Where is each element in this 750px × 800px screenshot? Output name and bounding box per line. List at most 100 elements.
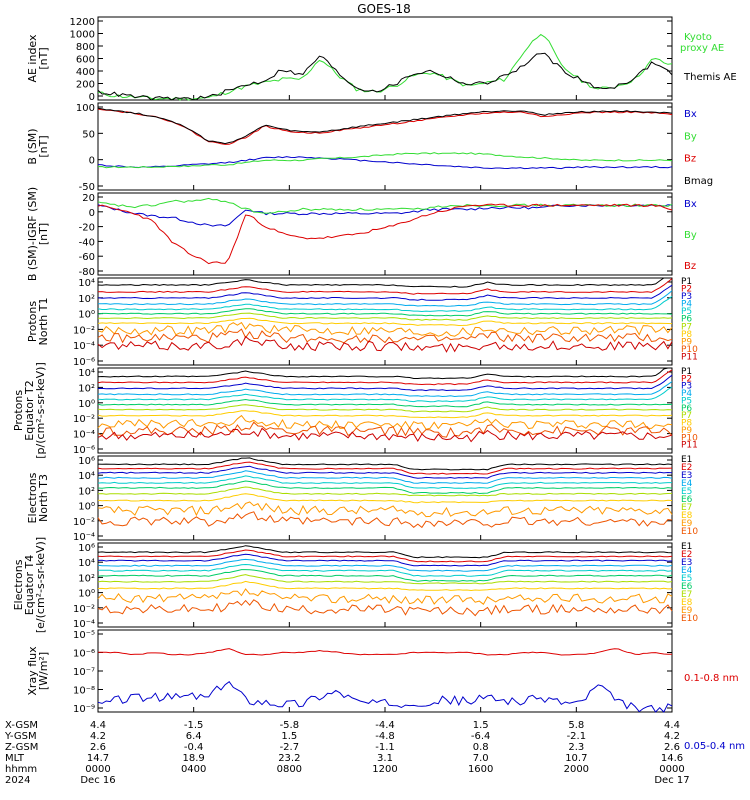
x-row-value: 2.3 [568, 742, 584, 753]
channel-line-e2 [97, 549, 673, 563]
x-row-value: -6.4 [471, 731, 491, 742]
series-line-by [97, 152, 673, 169]
x-row-value: -5.8 [280, 720, 300, 731]
y-tick-label: 10² [78, 573, 95, 584]
y-tick-label: 20 [82, 193, 95, 204]
x-row-value: 0800 [277, 764, 302, 775]
x-row-value: 4.4 [90, 720, 106, 731]
legend-p5: P5 [681, 396, 692, 406]
y-tick-label: 10⁻⁴ [73, 430, 95, 441]
y-axis-label: [nT] [37, 47, 50, 69]
channel-line-e6 [97, 480, 673, 495]
x-axis-table: X-GSM 4.4 -1.5 -5.8 -4.4 1.5 5.8 4.4 Y-GSM 4.2 6.4… [4, 720, 690, 786]
y-axis-label: Electrons [26, 472, 39, 523]
y-tick-label: 10⁻⁴ [73, 341, 95, 352]
legend-p8: P8 [681, 419, 692, 429]
y-tick-label: 10⁻⁴ [73, 619, 95, 630]
y-tick-label: 10⁰ [78, 502, 95, 513]
legend-e1: E1 [681, 455, 692, 465]
y-axis-label: Xray flux [26, 646, 39, 696]
x-row-value: Dec 16 [80, 775, 115, 786]
series-line-by [97, 197, 673, 214]
legend-e8: E8 [681, 511, 693, 521]
y-tick-label: 10⁻² [73, 604, 95, 615]
channel-line-e5 [97, 563, 673, 577]
y-tick-label: 10⁶ [78, 456, 95, 467]
panel-2: 100 50 0 -50 B (SM)[nT] Bx By Bz Bmag [26, 102, 713, 193]
legend-p11: P11 [681, 441, 698, 451]
channel-line-p7 [97, 404, 673, 413]
channel-line-p10 [97, 328, 673, 344]
y-axis-label: Protons [26, 301, 39, 342]
legend-p1: P1 [681, 277, 692, 287]
x-row-value: -1.1 [375, 742, 395, 753]
legend-p10: P10 [681, 433, 698, 443]
x-row-value: 1.5 [281, 731, 297, 742]
y-tick-label: 10⁻² [73, 414, 95, 425]
x-row-value: 0000 [85, 764, 110, 775]
series-line-kyoto-proxy-ae [97, 33, 673, 101]
x-row-label: 2024 [5, 775, 30, 786]
y-tick-label: 10⁴ [78, 368, 95, 379]
y-tick-label: -40 [79, 237, 95, 248]
channel-line-p2 [97, 369, 673, 386]
y-tick-label: 0 [89, 92, 95, 103]
y-axis-label: [nT] [37, 135, 50, 157]
y-tick-label: 10⁻⁶ [73, 357, 95, 368]
channel-line-p7 [97, 312, 673, 321]
channel-line-p4 [97, 381, 673, 398]
legend-p9: P9 [681, 426, 692, 436]
legend-e1: E1 [681, 542, 692, 552]
legend-e6: E6 [681, 582, 693, 592]
legend-kyoto-line: Kyoto [684, 32, 712, 43]
figure-title: GOES-18 [357, 2, 411, 16]
legend-e5: E5 [681, 487, 692, 497]
y-tick-label: 10⁰ [78, 399, 95, 410]
y-tick-label: -50 [79, 182, 95, 193]
y-tick-label: 10⁻⁵ [73, 630, 95, 641]
legend-bz: Bz [684, 261, 696, 272]
legend-p4: P4 [681, 389, 692, 399]
channel-line-e3 [97, 553, 673, 567]
legend-p3: P3 [681, 382, 692, 392]
y-axis-label: B (SM) [26, 128, 39, 164]
y-axis-label: Electrons [12, 559, 25, 610]
y-tick-label: 600 [76, 55, 95, 66]
channel-line-p8 [97, 317, 673, 327]
y-axis-label: [W/m²] [37, 652, 50, 690]
y-tick-label: 100 [76, 103, 95, 114]
channel-line-p9 [97, 414, 673, 430]
channel-line-e1 [97, 457, 673, 471]
x-row-label: hhmm [5, 764, 37, 775]
channel-line-e10 [97, 511, 673, 529]
y-tick-label: -60 [79, 252, 95, 263]
legend-bmag: Bmag [684, 176, 713, 187]
y-tick-label: 50 [82, 129, 95, 140]
y-axis-label: B (SM)-IGRF (SM) [26, 187, 39, 281]
channel-line-e8 [97, 580, 673, 592]
y-tick-label: 10⁴ [78, 278, 95, 289]
channel-line-p8 [97, 410, 673, 419]
y-tick-label: 10² [78, 486, 95, 497]
legend-p7: P7 [681, 322, 692, 332]
legend-bz: Bz [684, 154, 696, 165]
legend-e2: E2 [681, 463, 692, 473]
channel-line-p6 [97, 308, 673, 317]
legend-p2: P2 [681, 374, 692, 384]
legend-p3: P3 [681, 292, 692, 302]
legend-kyoto: Kyoto proxy AE [680, 32, 724, 54]
channel-line-p11 [97, 427, 673, 443]
y-tick-label: 10⁻⁹ [73, 704, 95, 715]
y-tick-label: -80 [79, 267, 95, 278]
channel-line-e4 [97, 558, 673, 572]
y-axis-label: AE index [26, 34, 39, 83]
legend-e6: E6 [681, 495, 693, 505]
channel-line-e7 [97, 574, 673, 585]
x-row-value: Dec 17 [654, 775, 689, 786]
x-row-label: Y-GSM [4, 731, 37, 742]
legend-bx: Bx [684, 199, 697, 210]
legend-p4: P4 [681, 300, 692, 310]
